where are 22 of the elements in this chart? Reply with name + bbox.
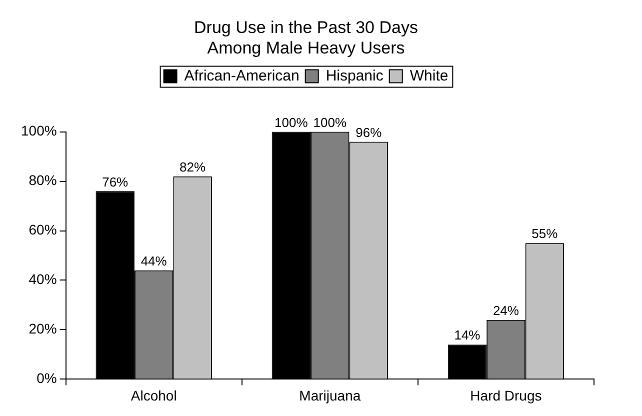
data-label: 14% [454,328,481,343]
legend-label: African-American [184,67,300,84]
data-label: 100% [313,114,347,130]
data-label: 44% [140,253,168,268]
data-label: 24% [492,302,520,318]
y-tick-label: 60% [28,222,57,238]
y-tick-label: 0% [36,370,57,386]
chart-title: Drug Use in the Past 30 Days Among Male Heavy Users [194,18,418,58]
legend-label: White [410,67,448,84]
data-label: 82% [180,159,206,174]
x-tick-label: Marijuana [299,387,361,404]
y-tick-label: 40% [28,271,57,288]
y-tick-label: 20% [28,320,57,337]
legend-label: Hispanic [326,67,384,84]
data-label: 100% [274,114,308,130]
data-label: 55% [532,226,558,242]
data-label: 96% [356,124,382,140]
x-tick-label: Hard Drugs [470,387,542,404]
y-tick-label: 100% [20,122,57,139]
data-label: 76% [102,174,129,190]
y-tick-label: 80% [28,172,57,188]
x-tick-label: Alcohol [130,387,177,404]
